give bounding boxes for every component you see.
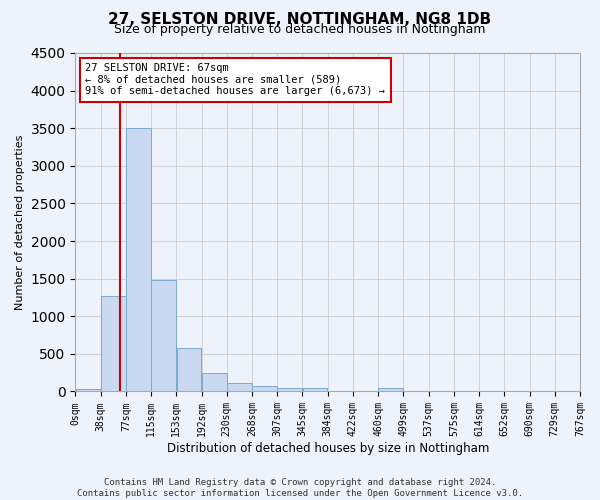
Bar [202, 374, 227, 392]
Bar [101, 296, 125, 392]
Text: Size of property relative to detached houses in Nottingham: Size of property relative to detached ho… [114, 22, 486, 36]
Bar [379, 388, 403, 392]
X-axis label: Distribution of detached houses by size in Nottingham: Distribution of detached houses by size … [167, 442, 489, 455]
Bar [303, 388, 328, 392]
Bar [76, 389, 100, 392]
Bar [126, 128, 151, 392]
Text: 27, SELSTON DRIVE, NOTTINGHAM, NG8 1DB: 27, SELSTON DRIVE, NOTTINGHAM, NG8 1DB [109, 12, 491, 28]
Text: Contains HM Land Registry data © Crown copyright and database right 2024.
Contai: Contains HM Land Registry data © Crown c… [77, 478, 523, 498]
Bar [151, 280, 176, 392]
Bar [252, 386, 277, 392]
Bar [277, 388, 302, 392]
Bar [227, 383, 252, 392]
Text: 27 SELSTON DRIVE: 67sqm
← 8% of detached houses are smaller (589)
91% of semi-de: 27 SELSTON DRIVE: 67sqm ← 8% of detached… [85, 63, 385, 96]
Y-axis label: Number of detached properties: Number of detached properties [15, 134, 25, 310]
Bar [176, 348, 201, 392]
